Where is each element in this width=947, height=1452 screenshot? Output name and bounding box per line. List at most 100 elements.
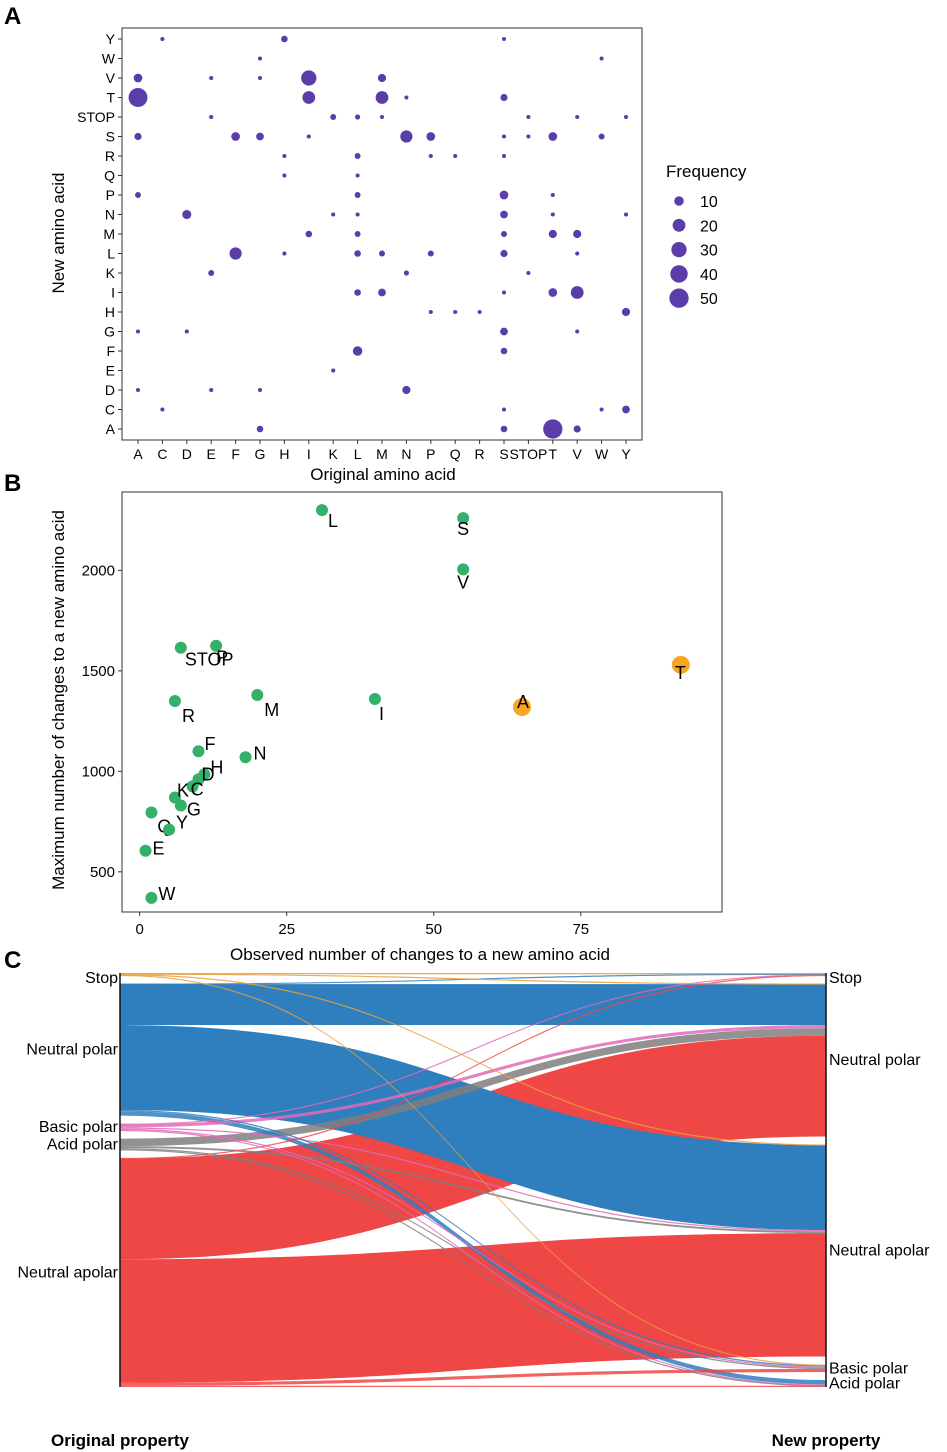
bubble-point xyxy=(256,425,264,433)
bubble-point xyxy=(306,134,311,139)
x-tick-label: F xyxy=(231,446,240,462)
sankey-flow xyxy=(120,1127,826,1232)
sankey-flow xyxy=(120,984,826,1026)
bubble-point xyxy=(135,387,141,393)
bubble-point xyxy=(501,231,507,237)
bubble-point xyxy=(428,153,433,159)
sankey-right-title: New property xyxy=(772,1431,881,1450)
sankey-flow xyxy=(120,974,826,1160)
x-tick-label: 25 xyxy=(278,921,295,938)
y-tick-label: 1000 xyxy=(82,763,115,780)
bubble-point xyxy=(426,132,436,141)
scatter-point xyxy=(239,751,252,764)
point-label: F xyxy=(204,734,215,754)
bubble-point xyxy=(500,347,508,355)
scatter-point xyxy=(457,512,470,525)
bubble-point xyxy=(352,346,363,356)
bubble-point xyxy=(526,134,531,139)
panel-a-size-legend: Frequency 10 20 30 40 50 xyxy=(666,162,747,308)
sankey-flow xyxy=(120,1129,826,1386)
bubble-point xyxy=(209,114,214,120)
y-tick-label: A xyxy=(106,421,116,437)
x-tick-label: T xyxy=(549,446,558,462)
sankey-left-title: Original property xyxy=(51,1431,189,1450)
x-tick-label: 50 xyxy=(425,921,442,938)
bubble-point xyxy=(330,114,337,120)
x-tick-label: I xyxy=(307,446,311,462)
bubble-point xyxy=(500,93,508,102)
sankey-flow xyxy=(120,1368,826,1386)
bubble-point xyxy=(501,153,507,159)
scatter-point xyxy=(145,806,158,819)
bubble-point xyxy=(621,307,631,317)
point-label: R xyxy=(182,706,195,726)
bubble-point xyxy=(282,173,287,178)
bubble-point xyxy=(354,192,361,198)
y-tick-label: W xyxy=(102,51,116,67)
bubble-point xyxy=(477,309,482,315)
bubble-point xyxy=(377,73,387,83)
bubble-point xyxy=(378,288,386,297)
bubble-point xyxy=(548,229,557,239)
bubble-point xyxy=(355,114,361,120)
y-tick-label: R xyxy=(105,148,115,164)
bubble-point xyxy=(500,425,508,433)
sankey-flow xyxy=(120,1028,826,1147)
bubble-point xyxy=(403,270,409,276)
bubble-point xyxy=(623,212,629,217)
scatter-point xyxy=(145,891,158,904)
bubble-point xyxy=(257,56,263,61)
bubble-point xyxy=(281,35,288,43)
bubble-point xyxy=(400,130,413,143)
size-legend-label: 10 xyxy=(700,194,718,211)
bubble-point xyxy=(453,309,458,315)
y-tick-label: E xyxy=(106,363,115,379)
bubble-point xyxy=(575,114,580,120)
bubble-point xyxy=(355,212,360,217)
bubble-point xyxy=(229,247,242,260)
bubble-point xyxy=(623,114,629,120)
scatter-point xyxy=(139,844,152,857)
sankey-right-node-label: Basic polar xyxy=(829,1360,909,1377)
y-tick-label: I xyxy=(111,285,115,301)
scatter-point xyxy=(174,799,187,812)
bubble-point xyxy=(550,192,555,198)
size-legend-label: 20 xyxy=(700,218,718,235)
x-tick-label: M xyxy=(376,446,388,462)
panel-label-a: A xyxy=(4,3,21,30)
bubble-point xyxy=(209,387,214,393)
sankey-flow xyxy=(120,1110,826,1367)
bubble-point xyxy=(500,210,508,219)
sankey-flow xyxy=(120,973,826,975)
point-label: M xyxy=(264,700,279,720)
bubble-point xyxy=(305,230,313,238)
scatter-point xyxy=(671,655,690,674)
bubble-point xyxy=(526,270,531,276)
y-tick-label: STOP xyxy=(77,109,115,125)
bubble-point xyxy=(135,192,141,198)
x-tick-label: H xyxy=(279,446,289,462)
bubble-point xyxy=(282,153,287,159)
bubble-point xyxy=(208,270,215,276)
bubble-point xyxy=(550,212,555,217)
size-legend-key xyxy=(671,241,687,258)
x-tick-label: R xyxy=(475,446,485,462)
sankey-flow xyxy=(120,973,826,985)
scatter-point xyxy=(251,688,264,701)
bubble-point xyxy=(575,329,580,334)
panel-b-points: LSVSTOPPTRMIAFNHDCKGQYEW xyxy=(139,504,690,904)
scatter-point xyxy=(457,563,470,576)
point-label: W xyxy=(158,884,175,904)
bubble-point xyxy=(354,250,361,257)
bubble-point xyxy=(379,114,385,120)
point-label: S xyxy=(457,519,469,539)
y-tick-label: S xyxy=(106,129,115,145)
bubble-point xyxy=(160,36,165,42)
scatter-point xyxy=(174,641,187,654)
x-tick-label: E xyxy=(207,446,216,462)
size-legend-label: 30 xyxy=(700,243,718,260)
scatter-point xyxy=(163,823,176,836)
